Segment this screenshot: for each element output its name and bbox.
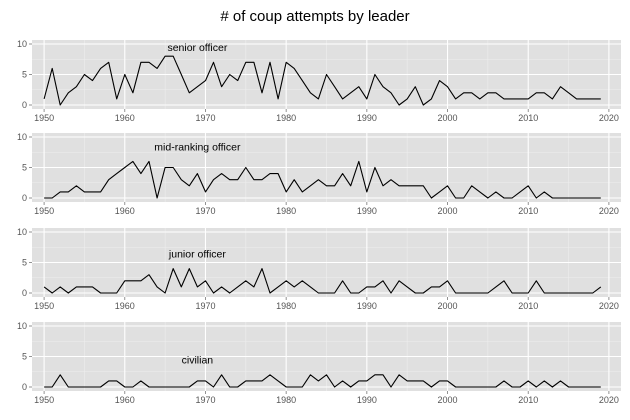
x-tick-label: 1980	[276, 395, 296, 405]
panel-label: mid-ranking officer	[154, 141, 241, 153]
y-tick-label: 0	[22, 288, 27, 298]
x-tick-label: 1960	[115, 206, 135, 216]
x-tick-label: 2020	[599, 206, 619, 216]
x-tick-label: 1960	[115, 395, 135, 405]
x-tick-label: 1970	[195, 395, 215, 405]
x-tick-label: 2020	[599, 113, 619, 123]
y-tick-label: 5	[22, 258, 27, 268]
y-tick-label: 0	[22, 100, 27, 110]
x-tick-label: 1980	[276, 206, 296, 216]
x-tick-label: 1950	[34, 113, 54, 123]
y-tick-label: 0	[22, 193, 27, 203]
y-tick-label: 10	[17, 39, 27, 49]
x-tick-label: 1970	[195, 301, 215, 311]
series-line	[43, 55, 601, 106]
x-tick-label: 1960	[115, 113, 135, 123]
x-tick-label: 2000	[438, 113, 458, 123]
x-tick-label: 2020	[599, 395, 619, 405]
x-tick-label: 1990	[357, 206, 377, 216]
y-tick-label: 10	[17, 132, 27, 142]
x-tick-label: 1950	[34, 395, 54, 405]
panel-label: senior officer	[167, 42, 227, 54]
series-line	[44, 160, 601, 199]
x-tick-label: 1990	[357, 301, 377, 311]
x-tick-label: 1950	[34, 206, 54, 216]
x-tick-label: 1970	[195, 206, 215, 216]
facet-panel: 0 5 10 1950 1960 1970 1980 1990 2000 2010 2020 mid-…	[17, 132, 621, 216]
panel-label: civilian	[182, 355, 214, 367]
chart-title: # of coup attempts by leader	[220, 8, 410, 25]
x-tick-label: 2010	[518, 206, 538, 216]
facet-panel: 0 5 10 1950 1960 1970 1980 1990 2000 2010 2020 civi…	[17, 321, 621, 405]
x-tick-label: 1980	[276, 113, 296, 123]
y-tick-label: 5	[22, 163, 27, 173]
x-tick-label: 2010	[518, 113, 538, 123]
y-tick-label: 10	[17, 321, 27, 331]
y-tick-label: 10	[17, 227, 27, 237]
x-tick-label: 1970	[195, 113, 215, 123]
y-tick-label: 5	[22, 352, 27, 362]
facet-panel: 0 5 10 1950 1960 1970 1980 1990 2000 2010 2020 juni…	[17, 227, 621, 311]
x-tick-label: 1960	[115, 301, 135, 311]
x-tick-label: 2010	[518, 301, 538, 311]
x-tick-label: 1990	[357, 113, 377, 123]
facet-panel: 0 5 10 1950 1960 1970 1980 1990 2000 2010 2020 seni…	[17, 39, 621, 123]
x-tick-label: 2000	[438, 395, 458, 405]
x-tick-label: 2020	[599, 301, 619, 311]
y-tick-label: 0	[22, 382, 27, 392]
x-tick-label: 2000	[438, 206, 458, 216]
x-tick-label: 1990	[357, 395, 377, 405]
panel-label: junior officer	[168, 248, 227, 260]
x-tick-label: 2000	[438, 301, 458, 311]
x-tick-label: 1980	[276, 301, 296, 311]
series-line	[44, 374, 601, 388]
series-line	[43, 268, 602, 294]
y-tick-label: 5	[22, 70, 27, 80]
x-tick-label: 1950	[34, 301, 54, 311]
x-tick-label: 2010	[518, 395, 538, 405]
